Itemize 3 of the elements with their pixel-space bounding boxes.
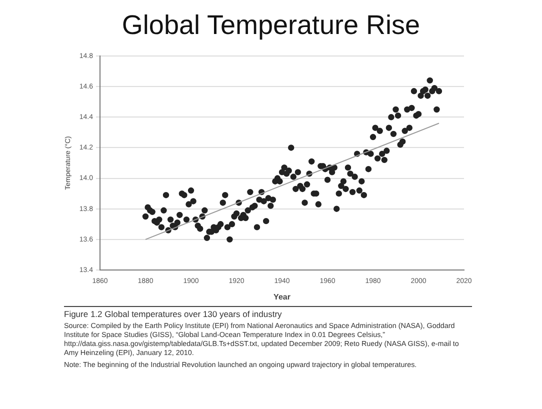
- caption: Figure 1.2 Global temperatures over 130 years of industry: [64, 309, 283, 319]
- x-axis-title: Year: [274, 292, 290, 302]
- chart-title: Global Temperature Rise: [120, 10, 422, 41]
